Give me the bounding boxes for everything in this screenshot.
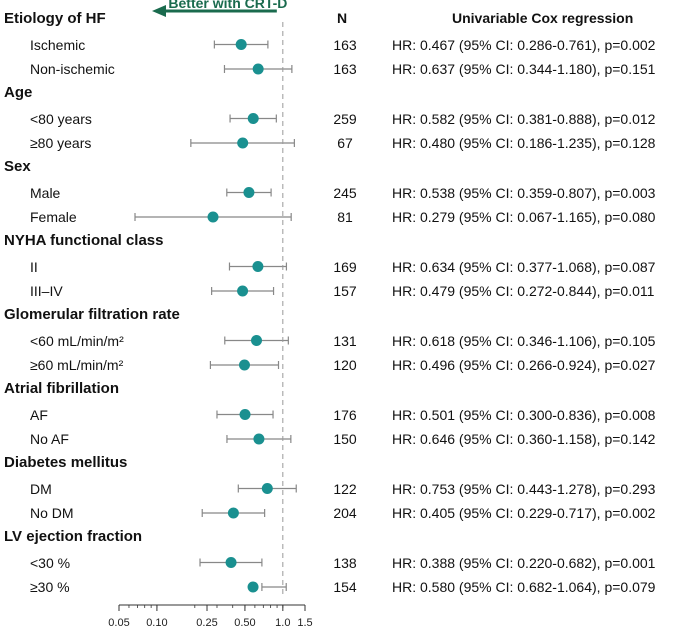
- n-value: 154: [333, 579, 357, 595]
- group-label: Atrial fibrillation: [4, 380, 120, 397]
- hr-ci-text: HR: 0.467 (95% CI: 0.286-0.761), p=0.002: [392, 36, 656, 53]
- hr-ci-text: HR: 0.496 (95% CI: 0.266-0.924), p=0.027: [392, 357, 656, 373]
- group-label: Age: [4, 84, 33, 101]
- n-value: 122: [333, 480, 357, 497]
- hr-point: [243, 187, 255, 198]
- hr-point: [247, 113, 259, 124]
- n-value: 245: [333, 184, 357, 201]
- n-column-header: N: [337, 10, 348, 26]
- subgroup-label: ≥30 %: [30, 579, 70, 595]
- subgroup-label: <30 %: [30, 554, 71, 571]
- subgroup-label: <80 years: [30, 110, 92, 127]
- hr-ci-text: HR: 0.538 (95% CI: 0.359-0.807), p=0.003: [392, 184, 656, 201]
- x-tick-label: 1.5: [297, 617, 312, 629]
- n-value: 131: [333, 332, 357, 349]
- hr-ci-text: HR: 0.480 (95% CI: 0.186-1.235), p=0.128: [392, 135, 656, 151]
- n-value: 120: [333, 357, 357, 373]
- subgroup-label: Non-ischemic: [30, 61, 115, 77]
- group-label: LV ejection fraction: [4, 528, 143, 545]
- n-value: 157: [333, 283, 357, 299]
- hr-ci-text: HR: 0.388 (95% CI: 0.220-0.682), p=0.001: [392, 554, 656, 571]
- subgroup-label: No DM: [30, 505, 74, 521]
- subgroup-label: ≥60 mL/min/m²: [30, 357, 124, 373]
- n-value: 150: [333, 431, 357, 447]
- n-value: 138: [333, 554, 357, 571]
- hr-ci-text: HR: 0.582 (95% CI: 0.381-0.888), p=0.012: [392, 110, 656, 127]
- hr-ci-text: HR: 0.646 (95% CI: 0.360-1.158), p=0.142: [392, 431, 656, 447]
- group-label: Glomerular filtration rate: [4, 306, 180, 323]
- x-tick-label: 0.10: [146, 617, 167, 629]
- hr-ci-text: HR: 0.753 (95% CI: 0.443-1.278), p=0.293: [392, 480, 656, 497]
- hr-ci-text: HR: 0.634 (95% CI: 0.377-1.068), p=0.087: [392, 258, 656, 275]
- x-tick-label: 1.0: [275, 617, 290, 629]
- subgroup-label: II: [30, 258, 38, 275]
- group-label: NYHA functional class: [4, 232, 164, 249]
- hr-point: [237, 137, 249, 149]
- n-value: 169: [333, 258, 357, 275]
- hr-point: [261, 483, 273, 494]
- x-tick-label: 0.25: [196, 617, 217, 629]
- subgroup-label: No AF: [30, 431, 69, 447]
- x-tick-label: 0.50: [234, 617, 255, 629]
- better-with-crt-d-label: Better with CRT-D: [168, 0, 287, 11]
- subgroup-label: AF: [30, 406, 48, 423]
- hr-ci-text: HR: 0.279 (95% CI: 0.067-1.165), p=0.080: [392, 209, 656, 225]
- subgroup-label: DM: [30, 480, 52, 497]
- n-value: 163: [333, 61, 357, 77]
- group-label: Sex: [4, 158, 31, 175]
- hr-point: [253, 433, 265, 445]
- n-value: 81: [337, 209, 353, 225]
- subgroup-label: III–IV: [30, 283, 63, 299]
- n-value: 163: [333, 36, 357, 53]
- better-arrow-head-icon: [152, 5, 166, 17]
- n-value: 176: [333, 406, 357, 423]
- group-label: Diabetes mellitus: [4, 454, 128, 471]
- n-value: 67: [337, 135, 353, 151]
- hr-ci-text: HR: 0.637 (95% CI: 0.344-1.180), p=0.151: [392, 61, 656, 77]
- hr-point: [207, 211, 219, 223]
- hr-point: [252, 63, 264, 75]
- subgroup-label: Female: [30, 209, 77, 225]
- hr-ci-text: HR: 0.580 (95% CI: 0.682-1.064), p=0.079: [392, 579, 656, 595]
- hr-point: [227, 507, 239, 519]
- n-value: 259: [333, 110, 357, 127]
- hr-point: [252, 261, 264, 272]
- hr-ci-text: HR: 0.479 (95% CI: 0.272-0.844), p=0.011: [392, 283, 655, 299]
- hr-ci-text: HR: 0.501 (95% CI: 0.300-0.836), p=0.008: [392, 406, 656, 423]
- stat-column-header: Univariable Cox regression: [452, 10, 634, 26]
- subgroup-label: Ischemic: [30, 36, 86, 53]
- hr-ci-text: HR: 0.618 (95% CI: 0.346-1.106), p=0.105: [392, 332, 656, 349]
- hr-point: [251, 335, 263, 346]
- hr-point: [235, 39, 247, 50]
- subgroup-label: ≥80 years: [30, 135, 92, 151]
- hr-ci-text: HR: 0.405 (95% CI: 0.229-0.717), p=0.002: [392, 505, 656, 521]
- hr-point: [237, 285, 249, 297]
- n-value: 204: [333, 505, 357, 521]
- hr-point: [247, 581, 259, 593]
- hr-point: [225, 557, 237, 568]
- hr-point: [238, 359, 250, 371]
- subgroup-label: Male: [30, 184, 61, 201]
- x-tick-label: 0.05: [108, 617, 129, 629]
- hr-point: [239, 409, 251, 420]
- subgroup-label: <60 mL/min/m²: [30, 332, 124, 349]
- group-label: Etiology of HF: [4, 10, 106, 27]
